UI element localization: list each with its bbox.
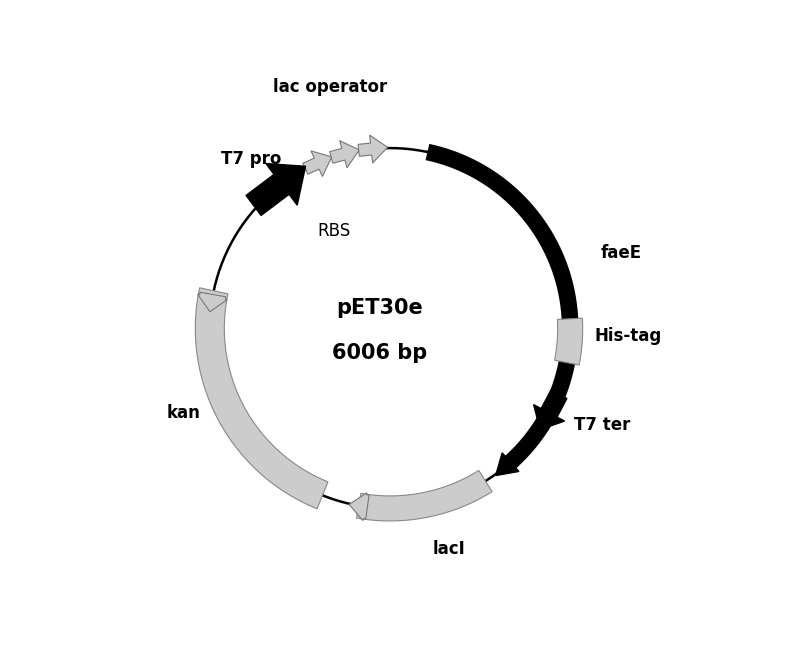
Text: RBS: RBS: [317, 222, 350, 240]
Text: pET30e: pET30e: [337, 298, 423, 318]
Polygon shape: [303, 151, 332, 176]
Polygon shape: [496, 453, 519, 476]
Text: lacI: lacI: [433, 540, 466, 558]
Polygon shape: [534, 390, 567, 430]
Polygon shape: [358, 135, 387, 163]
Text: T7 pro: T7 pro: [222, 150, 282, 168]
Text: faeE: faeE: [600, 244, 642, 261]
Polygon shape: [357, 471, 492, 521]
Text: lac operator: lac operator: [274, 78, 387, 96]
Polygon shape: [195, 288, 328, 509]
Text: kan: kan: [167, 404, 201, 422]
Polygon shape: [246, 164, 306, 215]
Text: T7 ter: T7 ter: [574, 417, 630, 434]
Polygon shape: [554, 318, 582, 365]
Polygon shape: [349, 493, 369, 521]
Polygon shape: [198, 292, 227, 312]
Polygon shape: [330, 140, 359, 168]
Text: His-tag: His-tag: [594, 327, 662, 344]
Text: 6006 bp: 6006 bp: [332, 343, 427, 363]
